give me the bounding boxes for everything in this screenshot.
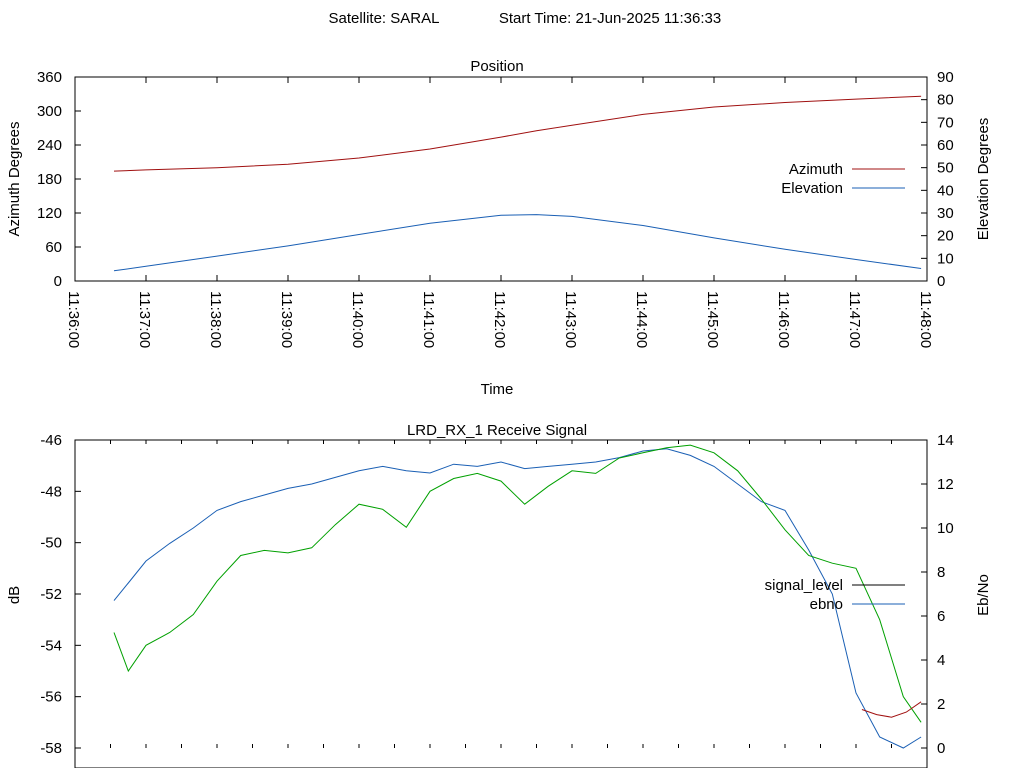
receive-series — [113, 444, 922, 749]
x-tick-label: 11:43:00 — [562, 291, 579, 348]
series-line-ebno — [113, 448, 922, 749]
x-tick-label: 11:48:00 — [917, 291, 934, 348]
series-line-signal-level — [113, 444, 922, 723]
legend-label-signal-level: signal_level — [765, 577, 843, 594]
position-chart-title: Position — [470, 58, 523, 75]
receive-plot-frame — [74, 439, 928, 768]
series-line-signal-level-tail — [861, 701, 922, 718]
series-line-elevation — [113, 214, 922, 272]
header-start-time: Start Time: 21-Jun-2025 11:36:33 — [499, 10, 721, 27]
y2-tick-label: 12 — [937, 476, 954, 493]
y2-tick-label: 40 — [937, 182, 954, 199]
y2-tick-label: 2 — [937, 696, 945, 713]
y2-tick-label: 50 — [937, 160, 954, 177]
y-tick-label: 240 — [37, 137, 62, 154]
legend-label-ebno: ebno — [810, 596, 843, 613]
receive-ticks: -46 -48 -50 -52 -54 -56 -58 0 2 4 6 8 10 12 14 — [40, 432, 953, 757]
x-tick-label: 11:44:00 — [633, 291, 650, 348]
x-tick-label: 11:37:00 — [136, 291, 153, 348]
y-tick-label: 120 — [37, 205, 62, 222]
y2-tick-label: 30 — [937, 205, 954, 222]
x-tick-label: 11:47:00 — [846, 291, 863, 348]
y-tick-label: -58 — [40, 740, 62, 757]
position-xlabel: Time — [481, 381, 514, 398]
y-tick-label: -54 — [40, 637, 62, 654]
y2-tick-label: 90 — [937, 69, 954, 86]
y2-tick-label: 4 — [937, 652, 945, 669]
position-chart: Position 0 60 120 180 240 300 360 0 10 20 30 40 50 60… — [6, 58, 992, 398]
y2-tick-label: 14 — [937, 432, 954, 449]
legend-label-elevation: Elevation — [781, 180, 843, 197]
position-ylabel: Azimuth Degrees — [6, 121, 23, 236]
position-legend: Azimuth Elevation — [781, 161, 905, 197]
receive-legend: signal_level ebno — [765, 577, 905, 613]
y2-tick-label: 80 — [937, 92, 954, 109]
y2-tick-label: 70 — [937, 114, 954, 131]
y-tick-label: -50 — [40, 535, 62, 552]
position-ticks: 0 60 120 180 240 300 360 0 10 20 30 40 50 60 70 80 90 11:… — [37, 69, 954, 348]
x-tick-label: 11:36:00 — [65, 291, 82, 348]
y2-tick-label: 10 — [937, 520, 954, 537]
receive-signal-title: LRD_RX_1 Receive Signal — [407, 422, 587, 439]
x-tick-label: 11:46:00 — [775, 291, 792, 348]
y-tick-label: -52 — [40, 586, 62, 603]
legend-label-azimuth: Azimuth — [789, 161, 843, 178]
y-tick-label: -48 — [40, 483, 62, 500]
series-line-azimuth — [113, 95, 922, 172]
y-tick-label: 60 — [45, 239, 62, 256]
y2-tick-label: 6 — [937, 608, 945, 625]
x-tick-label: 11:41:00 — [420, 291, 437, 348]
y-tick-label: 360 — [37, 69, 62, 86]
x-tick-label: 11:42:00 — [491, 291, 508, 348]
position-plot-frame — [74, 76, 928, 282]
receive-ylabel: dB — [6, 586, 23, 604]
y-tick-label: 300 — [37, 103, 62, 120]
y2-tick-label: 10 — [937, 250, 954, 267]
receive-signal-chart: LRD_RX_1 Receive Signal -46-48-50-52-54-… — [6, 422, 992, 768]
x-tick-label: 11:40:00 — [349, 291, 366, 348]
position-series — [113, 95, 922, 272]
y2-tick-label: 0 — [937, 273, 945, 290]
x-tick-label: 11:45:00 — [704, 291, 721, 348]
x-tick-label: 11:39:00 — [278, 291, 295, 348]
y2-tick-label: 8 — [937, 564, 945, 581]
y2-tick-label: 0 — [937, 740, 945, 757]
receive-y2label: Eb/No — [975, 574, 992, 616]
y-tick-label: -46 — [40, 432, 62, 449]
y-tick-label: 180 — [37, 171, 62, 188]
position-y2label: Elevation Degrees — [975, 118, 992, 241]
y-tick-label: 0 — [54, 273, 62, 290]
y2-tick-label: 60 — [937, 137, 954, 154]
x-tick-label: 11:38:00 — [207, 291, 224, 348]
header-satellite: Satellite: SARAL — [329, 10, 440, 27]
y-tick-label: -56 — [40, 689, 62, 706]
y2-tick-label: 20 — [937, 228, 954, 245]
